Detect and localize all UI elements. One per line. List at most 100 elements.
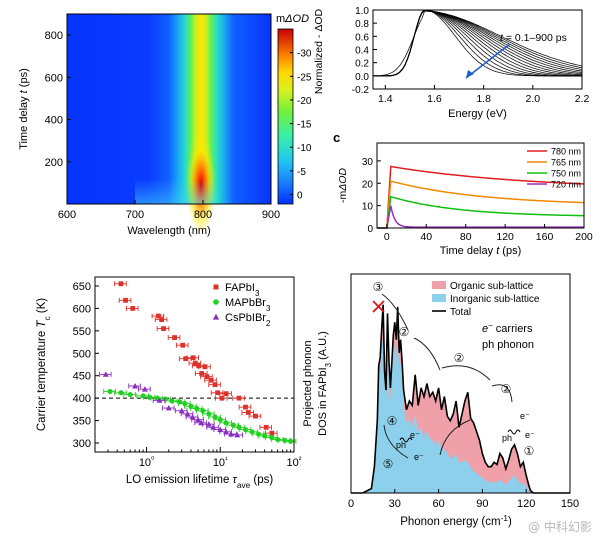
data-point (128, 383, 141, 389)
phonon-frame (350, 273, 571, 494)
electron-mark: e⁻ (525, 430, 535, 440)
kinetics-frame (376, 142, 585, 229)
marker (183, 356, 189, 362)
data-point (232, 395, 245, 401)
electron-mark: e⁻ (414, 452, 424, 462)
colorbar-tick-label: -30 (297, 49, 312, 60)
marker (141, 386, 148, 392)
x-tick-label: 900 (262, 209, 280, 221)
x-tick-label: 10¹ (213, 455, 228, 470)
marker (127, 391, 133, 398)
data-point (264, 430, 278, 436)
spectra-curves (372, 9, 583, 77)
data-point (174, 407, 188, 414)
marker (215, 390, 220, 396)
marker (132, 383, 139, 389)
data-point (204, 377, 217, 383)
marker (236, 395, 242, 401)
inorganic-area (351, 335, 570, 493)
legend-swatch (432, 281, 446, 289)
y-tick-label: 400 (45, 115, 63, 127)
data-point (154, 317, 168, 323)
marker (262, 433, 268, 439)
x-tick-label: 2.2 (575, 93, 590, 105)
y-tick-label: 0.6 (355, 32, 369, 43)
time-arrow (465, 43, 511, 79)
marker (193, 360, 198, 366)
x-tick-label: 1.8 (476, 93, 491, 105)
y-tick-label: -0.2 (352, 85, 370, 96)
x-axis-label: Phonon energy (cm-1) (400, 514, 512, 529)
data-point (198, 364, 211, 370)
data-point (188, 360, 202, 366)
marker (199, 371, 205, 376)
marker (182, 400, 188, 407)
spectrum-curve (373, 9, 582, 77)
x-tick-label: 120 (517, 498, 535, 510)
marker (172, 335, 177, 340)
process-number: ① (524, 444, 535, 458)
marker (118, 281, 124, 287)
colorbar-tick-label: -5 (297, 167, 306, 178)
legend-label: Inorganic sub-lattice (450, 294, 540, 305)
data-point (103, 388, 116, 395)
marker (130, 306, 136, 311)
y-tick-label: 300 (73, 438, 91, 450)
data-point (208, 382, 221, 388)
marker (269, 430, 275, 436)
data-point (118, 297, 132, 303)
process-arrow (413, 337, 441, 371)
marker (275, 436, 281, 443)
phonon-wave (507, 429, 521, 435)
x-tick-label: 30 (389, 498, 401, 510)
x-tick-label: 200 (575, 231, 593, 243)
colorbar-tick-label: -20 (297, 96, 312, 107)
legend-label: 750 nm (551, 169, 581, 179)
data-point (206, 424, 219, 430)
data-point (202, 411, 215, 417)
y-axis-label: Carrier temperature Tc (K) (36, 298, 52, 431)
data-point (219, 391, 232, 397)
data-point (241, 410, 255, 416)
data-point (186, 355, 199, 361)
colorbar-tick-label: 0 (297, 191, 303, 202)
legend-label: 780 nm (551, 147, 581, 157)
x-tick-label: 800 (194, 209, 212, 221)
data-point (210, 390, 224, 396)
y-axis-label: Normalized - ΔOD (313, 8, 325, 94)
y-tick-label: 30 (362, 157, 374, 168)
y-tick-label: 20 (362, 179, 374, 190)
x-tick-label: 0 (348, 498, 354, 510)
x-axis-label: Wavelength (nm) (127, 225, 210, 237)
marker (190, 355, 196, 361)
process-number: ② (399, 325, 410, 339)
y-tick-label: 10 (362, 202, 374, 213)
x-axis-label: Energy (eV) (448, 108, 507, 120)
carriers-key: e− carriers (482, 321, 533, 336)
x-tick-label: 1.6 (427, 93, 442, 105)
spectrum-curve (372, 10, 583, 77)
marker (263, 424, 269, 430)
data-point (161, 405, 175, 411)
process-number: ② (454, 351, 465, 365)
legend-marker (213, 299, 219, 305)
marker (234, 431, 241, 438)
phonon-mark: ph (502, 433, 512, 443)
kinetics-series-line (377, 180, 584, 229)
data-point (248, 413, 262, 419)
heatmap-frame (66, 13, 272, 205)
x-tick-label: 60 (432, 498, 444, 510)
marker (208, 377, 214, 383)
data-point (230, 431, 244, 438)
time-arrow-head (466, 70, 474, 78)
data-point (125, 305, 139, 311)
legend-label: FAPbI3 (225, 282, 260, 298)
process-number: ④ (387, 414, 398, 428)
x-tick-label: 120 (496, 231, 514, 243)
colorbar-title: mΔOD (276, 13, 309, 25)
marker (200, 408, 206, 414)
data-point (123, 391, 136, 398)
marker (269, 435, 275, 441)
process-number: ③ (373, 280, 384, 294)
total-line (351, 304, 570, 494)
